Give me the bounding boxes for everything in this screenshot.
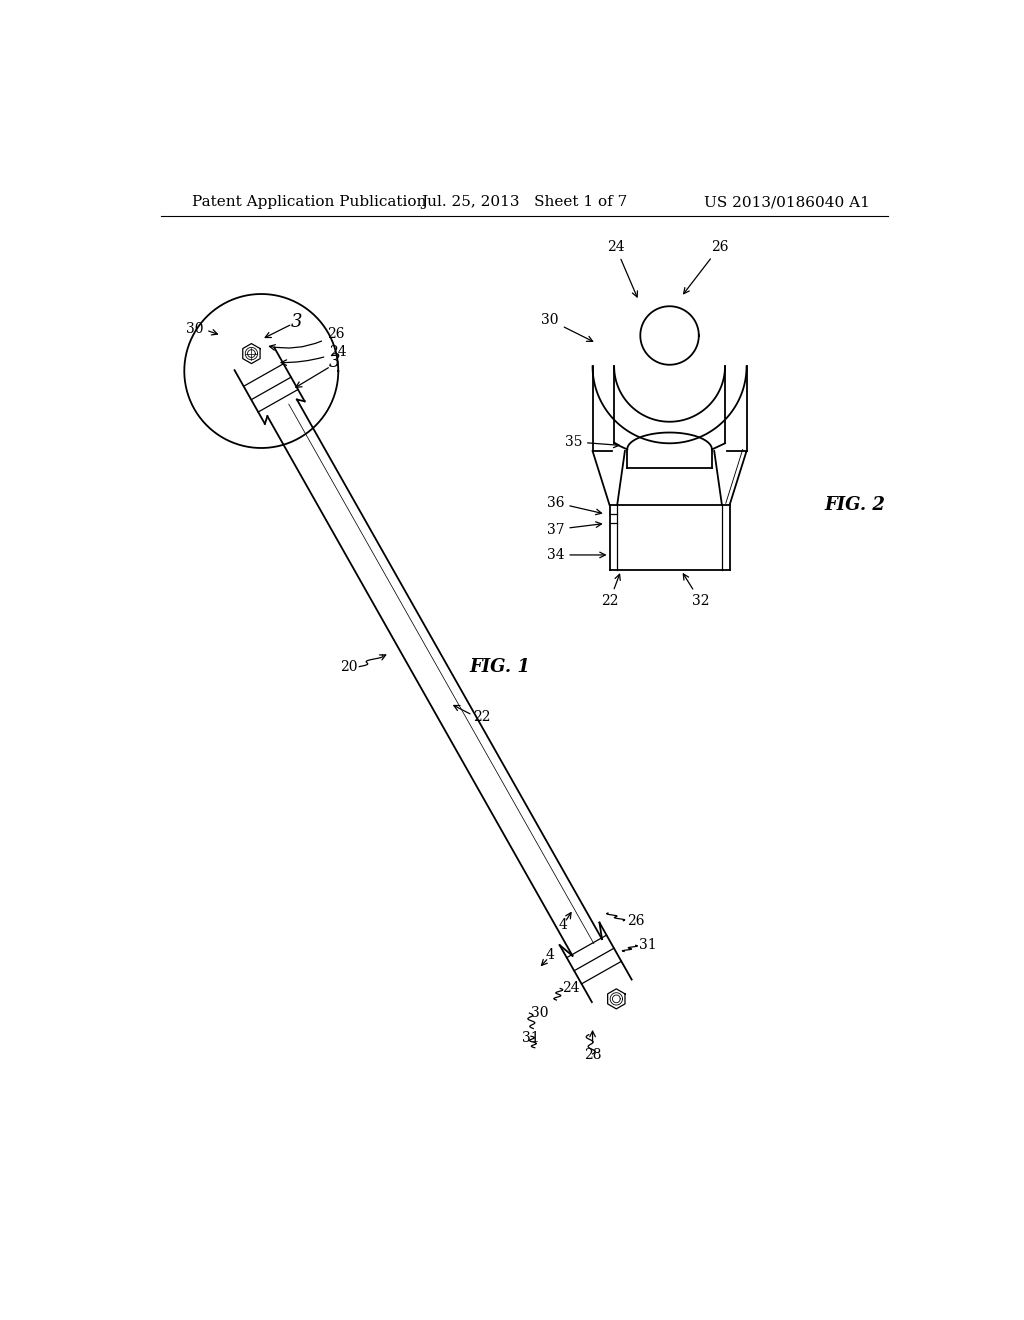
- Text: 35: 35: [564, 434, 620, 449]
- Text: 26: 26: [684, 240, 728, 293]
- Text: 4: 4: [559, 917, 567, 932]
- Text: 26: 26: [269, 327, 344, 350]
- Text: 31: 31: [639, 939, 656, 952]
- Text: 24: 24: [607, 240, 638, 297]
- Text: 30: 30: [542, 313, 593, 342]
- Text: US 2013/0186040 A1: US 2013/0186040 A1: [703, 195, 869, 210]
- Text: 26: 26: [628, 913, 645, 928]
- Text: 22: 22: [473, 710, 490, 723]
- Text: 30: 30: [186, 322, 204, 337]
- Text: Jul. 25, 2013   Sheet 1 of 7: Jul. 25, 2013 Sheet 1 of 7: [422, 195, 628, 210]
- Text: 37: 37: [547, 521, 601, 536]
- Text: 3: 3: [291, 313, 302, 330]
- Text: 30: 30: [531, 1006, 549, 1020]
- Text: 24: 24: [562, 982, 580, 995]
- Text: 22: 22: [601, 574, 621, 609]
- Text: 32: 32: [683, 574, 709, 609]
- Text: 24: 24: [281, 346, 347, 366]
- Text: 3: 3: [329, 354, 340, 371]
- Text: FIG. 2: FIG. 2: [824, 496, 885, 513]
- Text: FIG. 1: FIG. 1: [470, 657, 530, 676]
- Text: 28: 28: [584, 1048, 601, 1063]
- Text: 20: 20: [340, 660, 357, 673]
- Text: 36: 36: [547, 495, 601, 515]
- Text: 31: 31: [522, 1031, 540, 1044]
- Text: 4: 4: [546, 948, 555, 962]
- Text: 34: 34: [547, 548, 605, 562]
- Text: Patent Application Publication: Patent Application Publication: [193, 195, 427, 210]
